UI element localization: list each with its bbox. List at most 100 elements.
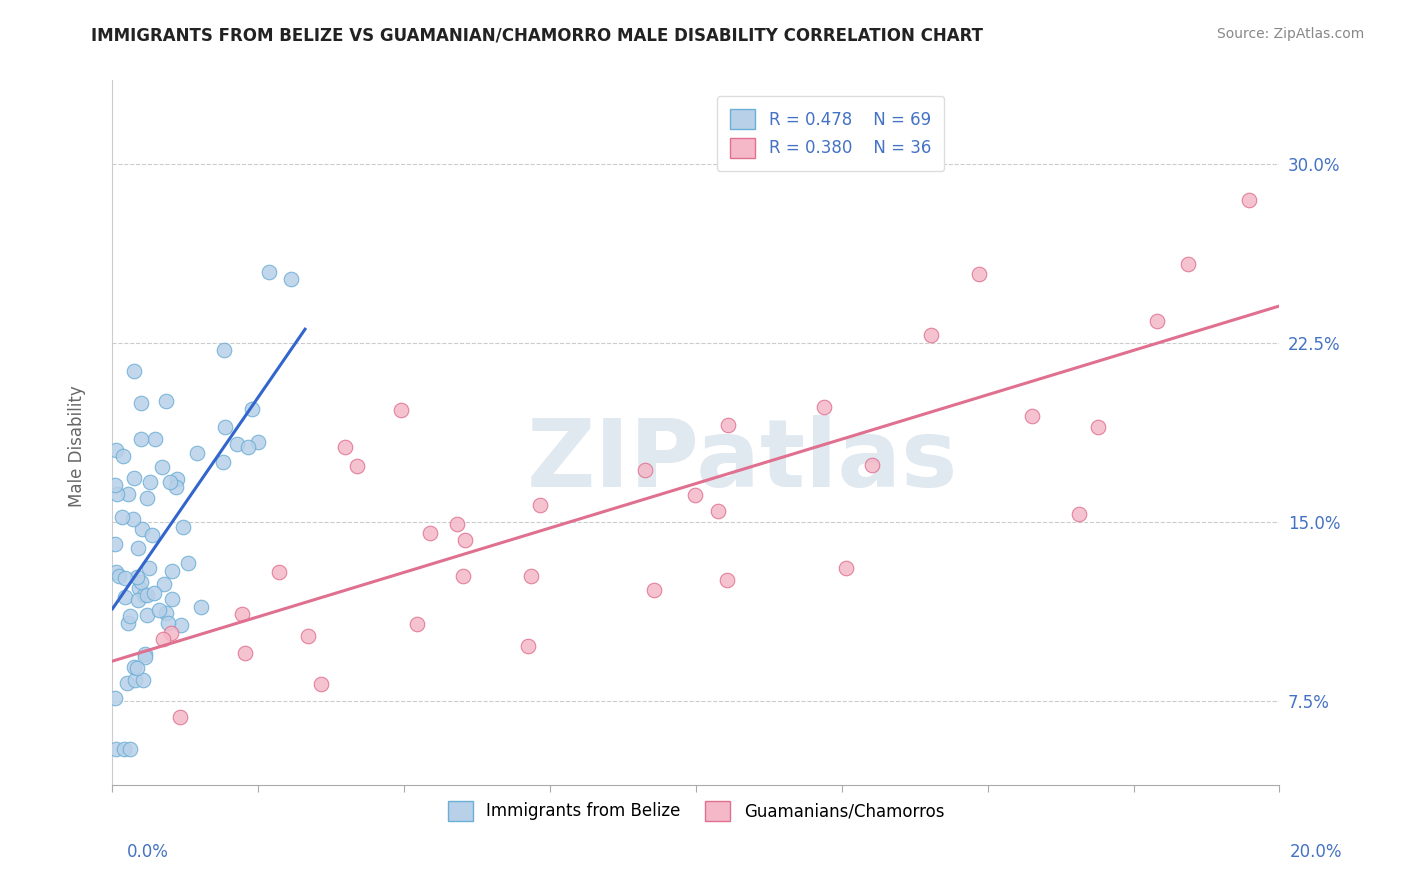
Point bbox=[233, 646, 256, 660]
Point bbox=[129, 432, 152, 446]
Point bbox=[143, 432, 166, 446]
Point bbox=[129, 396, 152, 410]
Point bbox=[920, 327, 942, 342]
Point bbox=[177, 556, 200, 570]
Point bbox=[170, 618, 193, 632]
Point bbox=[519, 569, 541, 583]
Point bbox=[114, 571, 136, 585]
Point bbox=[127, 570, 149, 584]
Point bbox=[152, 459, 174, 474]
Text: Male Disability: Male Disability bbox=[69, 385, 86, 507]
Point bbox=[124, 673, 146, 687]
Point bbox=[685, 488, 707, 502]
Point bbox=[127, 661, 149, 675]
Point bbox=[148, 603, 170, 617]
Point bbox=[707, 504, 730, 518]
Point bbox=[136, 588, 159, 602]
Point bbox=[643, 583, 665, 598]
Point bbox=[257, 265, 280, 279]
Point bbox=[111, 510, 134, 524]
Point bbox=[1087, 420, 1109, 434]
Point bbox=[114, 590, 136, 604]
Point bbox=[122, 471, 145, 485]
Point bbox=[127, 593, 149, 607]
Point bbox=[214, 343, 236, 358]
Point bbox=[160, 564, 183, 578]
Point bbox=[280, 272, 302, 286]
Point bbox=[406, 616, 429, 631]
Point bbox=[138, 475, 160, 490]
Point bbox=[516, 639, 538, 653]
Point bbox=[226, 437, 249, 451]
Point bbox=[118, 608, 141, 623]
Point bbox=[333, 440, 356, 454]
Point bbox=[134, 649, 156, 664]
Point bbox=[141, 528, 163, 542]
Point bbox=[172, 520, 194, 534]
Point bbox=[115, 676, 138, 690]
Point bbox=[129, 575, 152, 590]
Point bbox=[529, 499, 551, 513]
Point bbox=[453, 533, 475, 548]
Point bbox=[131, 522, 153, 536]
Point bbox=[309, 677, 332, 691]
Point bbox=[246, 435, 269, 450]
Legend: Immigrants from Belize, Guamanians/Chamorros: Immigrants from Belize, Guamanians/Chamo… bbox=[439, 792, 953, 830]
Point bbox=[134, 647, 156, 661]
Point bbox=[267, 565, 290, 579]
Point bbox=[127, 541, 149, 555]
Point bbox=[231, 607, 253, 622]
Point bbox=[155, 393, 177, 408]
Point bbox=[112, 449, 135, 463]
Point bbox=[159, 475, 181, 489]
Point bbox=[132, 588, 155, 602]
Point bbox=[236, 440, 259, 454]
Point bbox=[166, 472, 188, 486]
Point bbox=[138, 561, 160, 575]
Point bbox=[813, 401, 835, 415]
Point bbox=[104, 478, 127, 492]
Point bbox=[136, 491, 159, 505]
Point bbox=[389, 402, 412, 417]
Point bbox=[105, 487, 128, 501]
Point bbox=[117, 615, 139, 630]
Point bbox=[152, 632, 174, 646]
Point bbox=[120, 742, 142, 756]
Text: Source: ZipAtlas.com: Source: ZipAtlas.com bbox=[1216, 27, 1364, 41]
Point bbox=[122, 659, 145, 673]
Point bbox=[860, 458, 883, 472]
Text: 20.0%: 20.0% bbox=[1291, 843, 1343, 861]
Point bbox=[104, 691, 127, 706]
Point bbox=[446, 517, 468, 532]
Point bbox=[716, 573, 738, 587]
Point bbox=[1146, 314, 1168, 328]
Point bbox=[128, 581, 150, 595]
Point bbox=[1237, 193, 1260, 207]
Point bbox=[1177, 257, 1199, 271]
Text: 0.0%: 0.0% bbox=[127, 843, 169, 861]
Point bbox=[136, 607, 159, 622]
Point bbox=[214, 420, 236, 434]
Text: IMMIGRANTS FROM BELIZE VS GUAMANIAN/CHAMORRO MALE DISABILITY CORRELATION CHART: IMMIGRANTS FROM BELIZE VS GUAMANIAN/CHAM… bbox=[91, 27, 983, 45]
Point bbox=[419, 525, 441, 540]
Point bbox=[155, 606, 177, 620]
Point bbox=[297, 629, 319, 643]
Point bbox=[212, 455, 235, 469]
Point bbox=[108, 569, 131, 583]
Point bbox=[190, 599, 212, 614]
Point bbox=[165, 480, 187, 494]
Point bbox=[242, 401, 264, 416]
Text: ZIPatlas: ZIPatlas bbox=[527, 415, 959, 507]
Point bbox=[104, 565, 127, 579]
Point bbox=[117, 486, 139, 500]
Point bbox=[105, 443, 128, 458]
Point bbox=[967, 267, 990, 281]
Point bbox=[634, 463, 657, 477]
Point bbox=[132, 673, 155, 688]
Point bbox=[835, 561, 858, 575]
Point bbox=[346, 459, 368, 474]
Point bbox=[169, 709, 191, 723]
Point bbox=[1021, 409, 1043, 423]
Point bbox=[451, 569, 474, 583]
Point bbox=[162, 591, 184, 606]
